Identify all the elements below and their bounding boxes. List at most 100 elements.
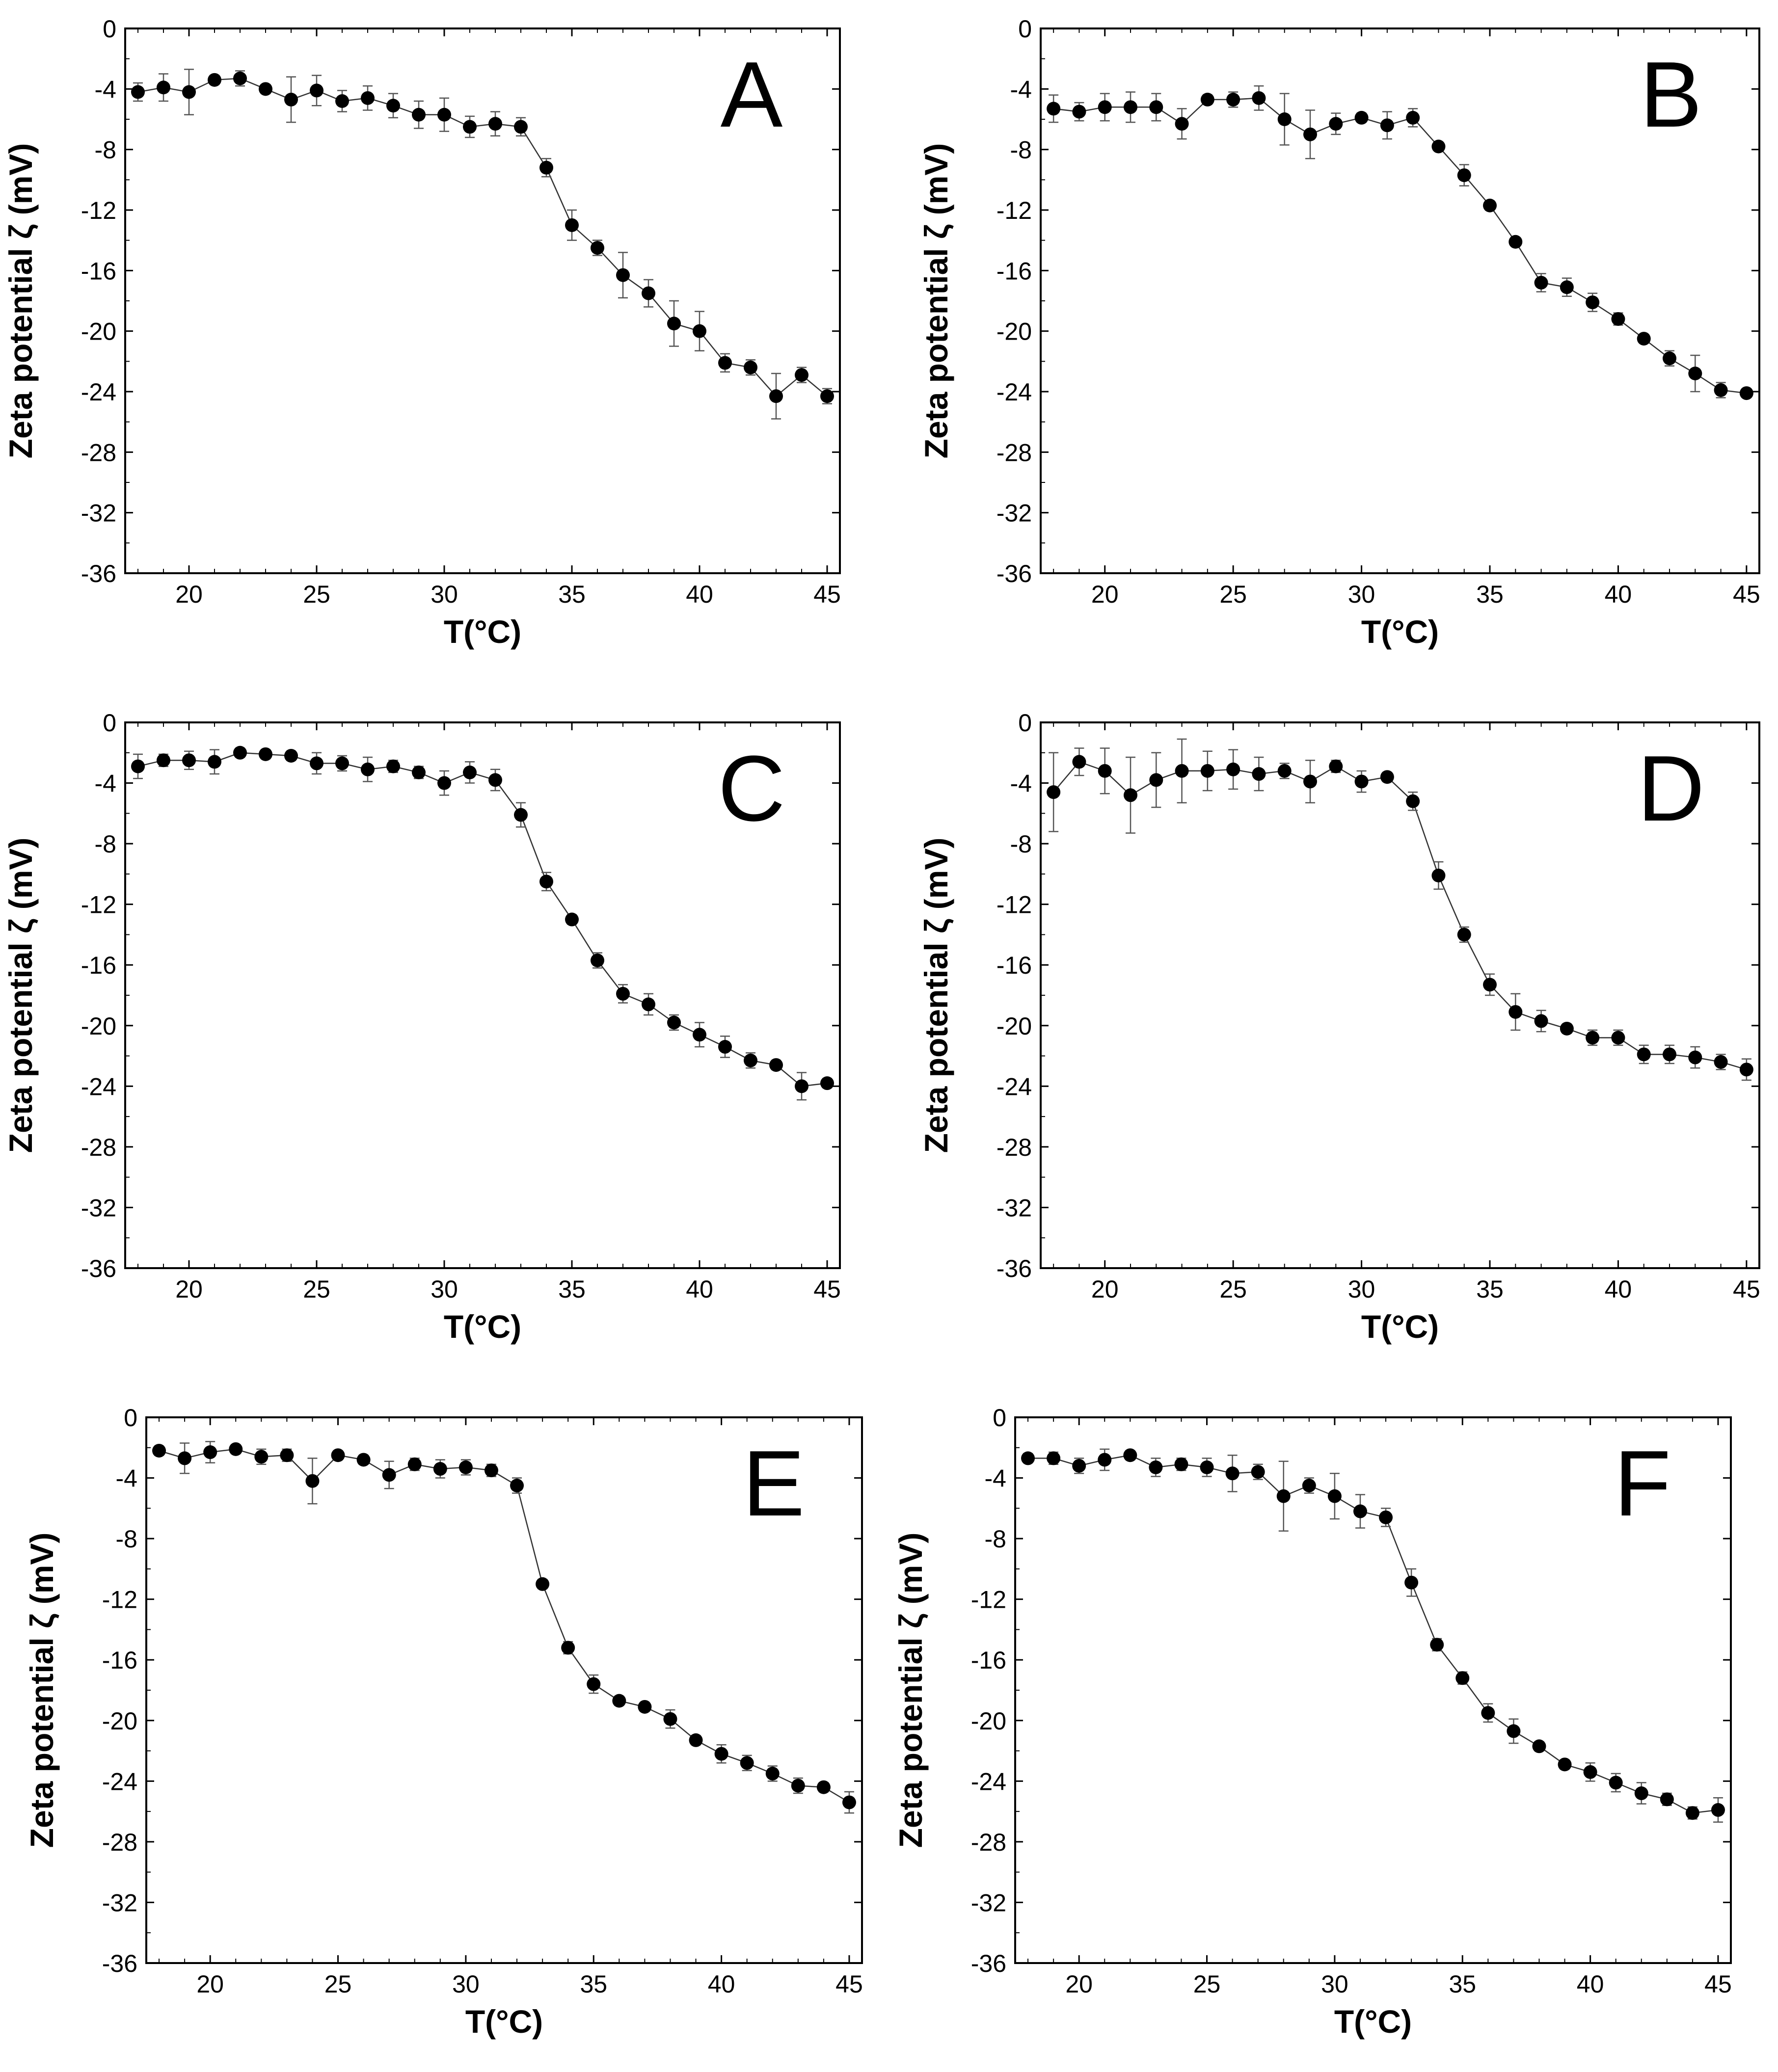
y-tick-label: -12 xyxy=(102,1586,137,1614)
y-tick-label: -24 xyxy=(971,1768,1006,1795)
data-point xyxy=(1303,127,1317,141)
data-point xyxy=(1431,868,1446,882)
data-point xyxy=(769,1058,783,1072)
x-tick-label: 20 xyxy=(196,1970,224,1998)
y-tick-label: -4 xyxy=(95,770,116,797)
data-point xyxy=(744,360,757,374)
data-point xyxy=(386,99,400,113)
data-point xyxy=(1353,1504,1367,1518)
data-point xyxy=(1303,774,1317,789)
data-point xyxy=(1611,1031,1625,1045)
data-point xyxy=(791,1779,805,1793)
data-point xyxy=(1380,770,1394,784)
data-point xyxy=(1688,1050,1702,1064)
data-point xyxy=(1226,762,1240,776)
x-axis-title: T(°C) xyxy=(444,1308,521,1345)
x-tick-label: 40 xyxy=(686,581,713,608)
panel-label: D xyxy=(1637,737,1704,841)
data-point xyxy=(1637,332,1651,346)
y-axis-title: Zeta potential ζ (mV) xyxy=(24,1533,60,1848)
y-tick-label: -32 xyxy=(997,500,1032,527)
y-tick-label: -4 xyxy=(1010,770,1032,797)
data-point xyxy=(616,986,630,1001)
x-tick-label: 30 xyxy=(431,1275,458,1303)
x-tick-label: 25 xyxy=(1193,1970,1221,1998)
data-point xyxy=(638,1700,652,1714)
data-point xyxy=(463,120,477,134)
data-point xyxy=(842,1795,856,1809)
data-point xyxy=(1252,767,1266,781)
data-point xyxy=(1329,117,1343,131)
x-tick-label: 40 xyxy=(1605,581,1632,608)
x-tick-label: 25 xyxy=(1219,581,1247,608)
data-point xyxy=(488,773,502,787)
data-point xyxy=(1583,1765,1597,1779)
data-point xyxy=(1098,100,1112,114)
data-point xyxy=(178,1451,192,1465)
data-point xyxy=(612,1694,626,1708)
data-point xyxy=(1251,1465,1265,1479)
data-point xyxy=(1276,1489,1291,1503)
data-point xyxy=(539,160,553,175)
data-point xyxy=(335,756,349,770)
data-point xyxy=(1481,1706,1495,1720)
data-point xyxy=(689,1733,703,1747)
data-point xyxy=(1663,1047,1676,1062)
data-point xyxy=(1739,386,1753,400)
x-tick-label: 25 xyxy=(324,1970,352,1998)
x-tick-label: 40 xyxy=(708,1970,735,1998)
y-tick-label: -20 xyxy=(997,1012,1032,1040)
data-point xyxy=(437,776,451,790)
y-tick-label: -12 xyxy=(997,197,1032,224)
panel-a: 0 -4 -8 -12 -16 -20 -24 -28 -32 -36 20 25 30 35 40 45 T(… xyxy=(2,15,841,650)
panel-label: A xyxy=(721,43,783,147)
data-point xyxy=(1406,110,1420,125)
data-point xyxy=(1149,100,1163,114)
data-point xyxy=(769,389,783,403)
data-point xyxy=(488,117,502,131)
data-point xyxy=(1200,764,1214,778)
x-tick-label: 35 xyxy=(1476,581,1504,608)
y-tick-label: -32 xyxy=(971,1889,1006,1916)
data-point xyxy=(1611,312,1625,326)
panel-d: 0 -4 -8 -12 -16 -20 -24 -28 -32 -36 20 25 30 35 40 45 T(… xyxy=(918,709,1760,1345)
data-point xyxy=(1072,755,1086,769)
data-point xyxy=(1509,235,1523,249)
y-tick-label: 0 xyxy=(124,1404,137,1432)
data-point xyxy=(1124,100,1137,114)
y-axis-title: Zeta potential ζ (mV) xyxy=(918,838,954,1153)
data-point xyxy=(1457,168,1471,183)
data-point xyxy=(463,765,477,779)
data-point xyxy=(1609,1776,1623,1790)
data-point xyxy=(514,808,528,822)
y-tick-label: -16 xyxy=(997,257,1032,285)
data-point xyxy=(1634,1786,1648,1801)
y-tick-label: 0 xyxy=(1018,709,1032,737)
data-point xyxy=(1200,1460,1214,1474)
x-axis-title: T(°C) xyxy=(1334,2003,1412,2040)
data-point xyxy=(1534,1014,1548,1028)
data-point xyxy=(182,85,196,99)
data-point xyxy=(1714,1055,1728,1069)
data-point xyxy=(1047,1451,1061,1465)
data-point xyxy=(1431,139,1446,154)
data-point xyxy=(1225,1466,1239,1481)
data-point xyxy=(356,1453,371,1467)
x-tick-label: 25 xyxy=(1219,1275,1247,1303)
data-point xyxy=(587,1677,601,1691)
y-tick-label: -36 xyxy=(102,1950,137,1977)
y-tick-label: -28 xyxy=(971,1829,1006,1856)
data-point xyxy=(765,1766,780,1780)
x-tick-label: 25 xyxy=(303,1275,330,1303)
data-point xyxy=(1714,383,1728,397)
panel-c: 0 -4 -8 -12 -16 -20 -24 -28 -32 -36 20 25 30 35 40 45 T(… xyxy=(2,709,841,1345)
data-point xyxy=(284,748,298,763)
data-point xyxy=(744,1053,757,1067)
y-tick-label: -24 xyxy=(997,1073,1032,1100)
x-tick-label: 30 xyxy=(1348,581,1375,608)
data-point xyxy=(616,268,630,282)
x-tick-label: 40 xyxy=(1577,1970,1604,1998)
x-tick-label: 45 xyxy=(1733,1275,1760,1303)
y-tick-label: -36 xyxy=(81,560,116,587)
x-tick-label: 30 xyxy=(452,1970,480,1998)
